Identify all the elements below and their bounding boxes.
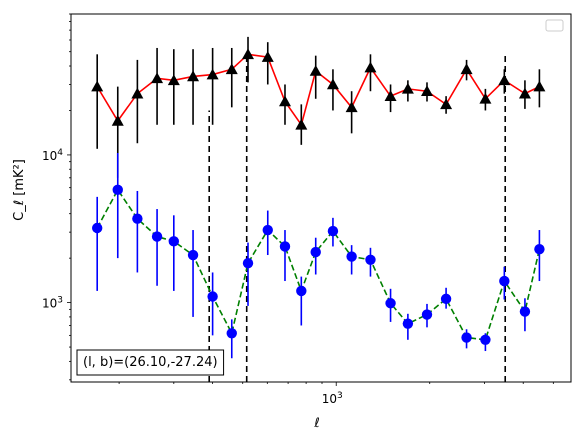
data-point: [534, 243, 545, 255]
legend: [545, 19, 564, 32]
series-group: [91, 36, 546, 359]
data-point: [262, 224, 273, 236]
data-point: [461, 332, 472, 343]
data-point: [131, 87, 144, 99]
data-point: [365, 254, 376, 265]
data-point: [278, 95, 291, 107]
data-point: [440, 98, 453, 110]
series-1: [91, 36, 546, 178]
data-point: [310, 246, 321, 258]
y-axis-label: C_ℓ [mK²]: [12, 159, 27, 221]
axes: 103 103 104: [42, 13, 572, 406]
data-point: [242, 257, 254, 269]
data-point: [498, 74, 511, 86]
vertical-lines: [208, 54, 507, 382]
data-point: [132, 213, 143, 224]
data-point: [225, 63, 238, 75]
data-point: [111, 114, 124, 126]
data-point: [206, 68, 219, 80]
annotation-box: [76, 349, 225, 376]
data-point: [479, 92, 492, 104]
data-point: [364, 61, 377, 73]
plot-frame: [70, 13, 572, 383]
data-point: [533, 80, 546, 92]
data-point: [242, 48, 255, 60]
data-point: [226, 328, 237, 339]
data-point: [326, 78, 339, 90]
data-point: [420, 85, 433, 97]
data-point: [402, 318, 414, 329]
data-point: [168, 236, 180, 247]
plot-area: [71, 14, 571, 382]
data-point: [91, 222, 103, 234]
annotation-group: (l, b)=(26.10,-27.24): [76, 349, 225, 376]
y-tick-label: 103: [42, 296, 63, 311]
x-tick-label: 103: [322, 391, 343, 406]
data-point: [480, 334, 491, 345]
data-point: [167, 74, 180, 86]
data-point: [309, 65, 322, 76]
data-point: [327, 225, 339, 237]
data-point: [345, 101, 358, 113]
data-point: [499, 275, 510, 287]
data-point: [385, 298, 396, 309]
data-point: [187, 249, 199, 261]
data-point: [518, 87, 531, 99]
y-tick-label: 104: [42, 148, 63, 163]
data-point: [261, 51, 274, 62]
data-point: [296, 285, 307, 297]
data-point: [346, 251, 357, 262]
data-point: [279, 241, 291, 252]
data-point: [295, 118, 308, 130]
data-point: [401, 82, 414, 94]
data-point: [91, 80, 104, 92]
data-point: [440, 293, 452, 305]
annotation-text: (l, b)=(26.10,-27.24): [83, 355, 218, 370]
data-point: [151, 231, 163, 242]
data-point: [187, 70, 200, 82]
data-point: [460, 63, 473, 75]
legend-box: [545, 19, 564, 32]
x-axis-label: ℓ: [313, 416, 319, 431]
series-2: [91, 153, 545, 359]
data-point: [519, 306, 531, 317]
data-point: [207, 291, 218, 302]
data-point: [112, 184, 123, 196]
data-point: [421, 309, 433, 320]
data-point: [151, 72, 164, 84]
data-point: [384, 90, 397, 101]
